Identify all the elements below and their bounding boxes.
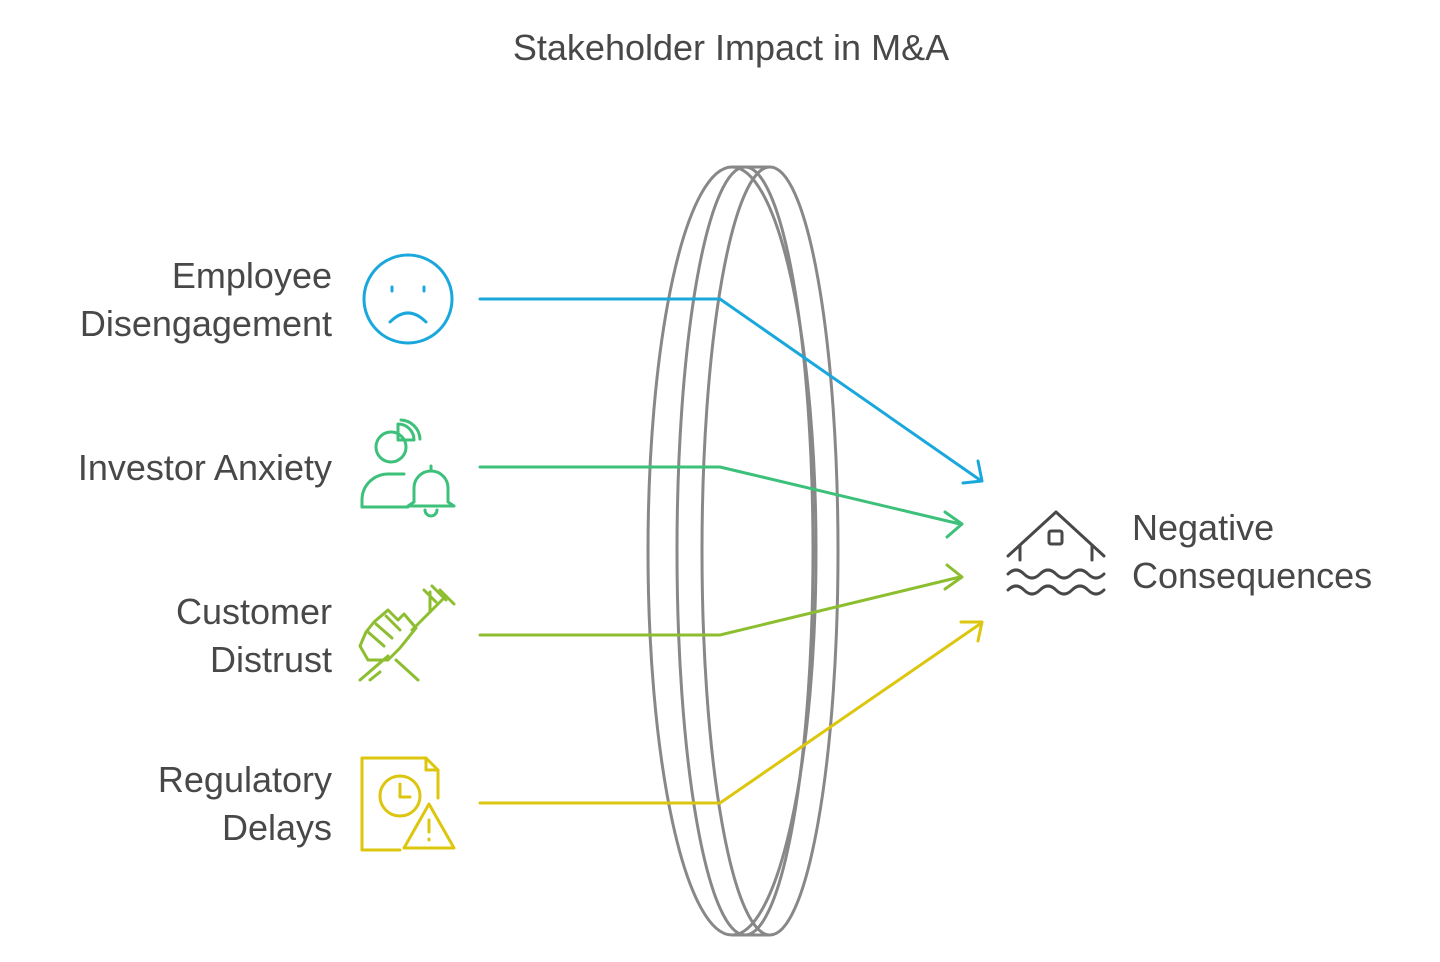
- stakeholder-label-line2: Delays: [221, 807, 332, 848]
- investor-alert-icon: [360, 418, 456, 518]
- document-clock-warning-icon: [360, 756, 456, 852]
- arrow-investor: [478, 465, 964, 539]
- outcome-label-line2: Consequences: [1132, 555, 1373, 596]
- fist-fork-icon: [358, 584, 456, 682]
- outcome-label-line1: Negative: [1132, 507, 1275, 548]
- lens-shape: [646, 165, 840, 937]
- stakeholder-label-line1: Regulatory: [157, 759, 332, 800]
- arrow-customer: [478, 563, 964, 637]
- stakeholder-label-employee: Employee Disengagement: [80, 252, 332, 348]
- arrow-regulatory: [478, 620, 984, 805]
- stakeholder-label-line1: Customer: [175, 591, 332, 632]
- stakeholder-label-regulatory: Regulatory Delays: [158, 756, 332, 852]
- stakeholder-label-investor: Investor Anxiety: [78, 444, 332, 492]
- stakeholder-label-line1: Investor Anxiety: [77, 447, 332, 488]
- stakeholder-label-line1: Employee: [171, 255, 332, 296]
- sad-face-icon: [362, 253, 454, 345]
- stakeholder-label-line2: Distrust: [209, 639, 332, 680]
- stakeholder-label-line2: Disengagement: [79, 303, 332, 344]
- outcome-label: Negative Consequences: [1132, 504, 1372, 600]
- diagram-title: Stakeholder Impact in M&A: [512, 27, 950, 68]
- stakeholder-label-customer: Customer Distrust: [176, 588, 332, 684]
- arrow-employee: [478, 297, 984, 485]
- flooded-house-icon: [1006, 510, 1106, 596]
